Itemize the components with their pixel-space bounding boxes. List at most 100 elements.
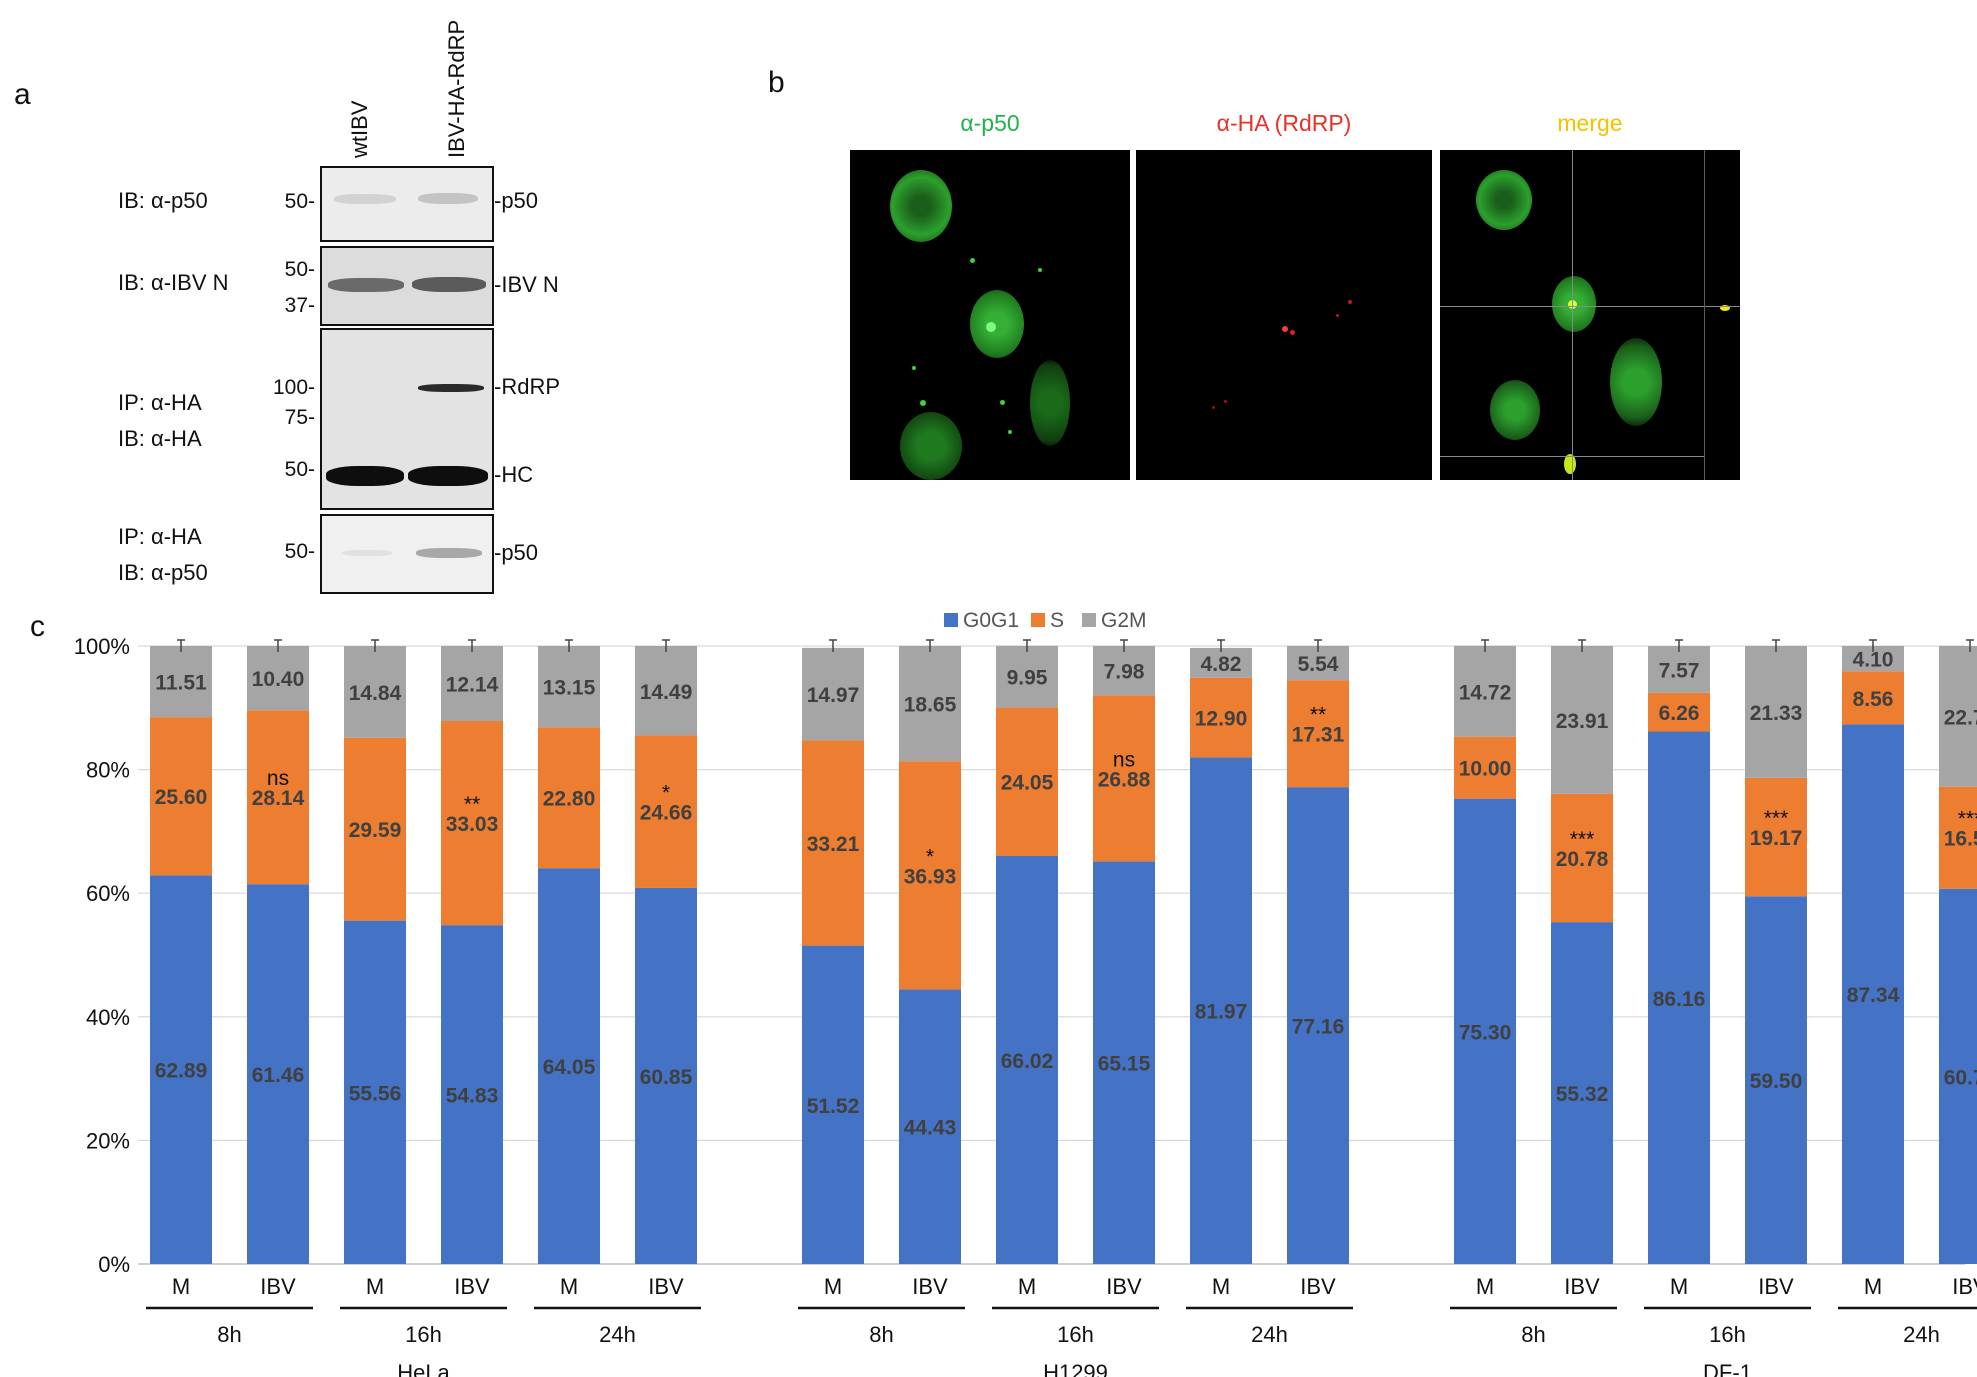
lane-label-ibv-ha-rdrp: IBV-HA-RdRP	[444, 19, 469, 158]
x-category-label: M	[824, 1274, 842, 1299]
bar-segment-g0g1	[1939, 888, 1977, 1264]
bar-segment-s	[1190, 677, 1252, 758]
bar-segment-s	[247, 710, 309, 885]
bar-segment-s	[538, 727, 600, 869]
bar-segment-g0g1	[1745, 896, 1807, 1264]
y-tick-label: 40%	[86, 1005, 130, 1030]
band-label-p50: -p50	[494, 188, 539, 213]
data-label-g0g1: 86.16	[1653, 988, 1706, 1011]
data-label-g2m: 14.49	[640, 681, 693, 704]
bar-segment-g2m	[1454, 645, 1516, 737]
x-category-label: M	[1864, 1274, 1882, 1299]
bar-segment-g0g1	[1454, 798, 1516, 1264]
y-tick-label: 60%	[86, 881, 130, 906]
significance-marker: **	[464, 793, 480, 816]
bar-segment-g2m	[150, 646, 212, 718]
data-label-g0g1: 87.34	[1847, 984, 1900, 1007]
bar-segment-s	[1648, 692, 1710, 732]
y-tick-label: 80%	[86, 758, 130, 783]
data-label-s: 12.90	[1195, 708, 1248, 731]
mw-marker-50: 50-	[284, 258, 315, 281]
data-label-g2m: 7.57	[1659, 659, 1700, 682]
data-label-g2m: 22.77	[1944, 706, 1977, 729]
x-category-label: M	[1018, 1274, 1036, 1299]
data-label-g2m: 4.10	[1853, 649, 1894, 672]
blot-ib-p50	[320, 166, 494, 242]
data-label-g0g1: 54.83	[446, 1085, 499, 1108]
bar-segment-g2m	[1190, 647, 1252, 678]
data-label-g0g1: 59.50	[1750, 1070, 1803, 1093]
x-category-label: M	[1212, 1274, 1230, 1299]
legend-swatch-g0g1	[944, 613, 958, 627]
x-category-label: M	[366, 1274, 384, 1299]
data-label-g0g1: 60.85	[640, 1066, 693, 1089]
data-label-g0g1: 64.05	[543, 1056, 596, 1079]
lane-label-wtibv: wtIBV	[347, 100, 372, 158]
significance-marker: ***	[1570, 828, 1595, 851]
data-label-g0g1: 51.52	[807, 1095, 860, 1118]
blot-ib-ibv-n	[320, 246, 494, 326]
bar-segment-g0g1	[1093, 861, 1155, 1264]
x-category-label: IBV	[1952, 1274, 1977, 1299]
data-label-s: 33.21	[807, 833, 860, 856]
blot-label-ib-p50: IB: α-p50	[118, 560, 208, 585]
x-category-label: M	[1670, 1274, 1688, 1299]
bar-segment-g2m	[1551, 645, 1613, 794]
bar-segment-s	[1745, 777, 1807, 897]
data-label-g2m: 18.65	[904, 694, 957, 717]
bar-segment-s	[150, 717, 212, 876]
time-group-label: 8h	[1521, 1322, 1545, 1347]
legend-label-g0g1: G0G1	[963, 609, 1019, 632]
bar-segment-g2m	[538, 646, 600, 728]
blot-ip-ha-ib-ha	[320, 328, 494, 510]
mw-marker-75: 75-	[284, 406, 315, 429]
data-label-s: 19.17	[1750, 827, 1803, 850]
bar-segment-g2m	[344, 646, 406, 738]
data-label-s: 24.66	[640, 802, 693, 825]
mw-marker-50: 50-	[284, 458, 315, 481]
data-label-g0g1: 44.43	[904, 1117, 957, 1140]
blot-ip-ha-ib-p50	[320, 514, 494, 594]
data-label-g0g1: 61.46	[252, 1064, 305, 1087]
bar-segment-g0g1	[1551, 922, 1613, 1264]
significance-marker: ***	[1958, 808, 1977, 831]
bar-segment-s	[996, 707, 1058, 856]
bar-segment-g2m	[1745, 646, 1807, 778]
bar-segment-g2m	[996, 645, 1058, 708]
data-label-g0g1: 55.56	[349, 1082, 402, 1105]
cell-line-label: DF-1	[1703, 1360, 1752, 1377]
legend-swatch-s	[1031, 613, 1045, 627]
bar-segment-g0g1	[344, 920, 406, 1264]
blot-label-ib-ibv-n: IB: α-IBV N	[118, 270, 229, 295]
data-label-s: 25.60	[155, 786, 208, 809]
data-label-g2m: 13.15	[543, 677, 596, 700]
data-label-g2m: 12.14	[446, 674, 499, 697]
time-group-label: 24h	[1903, 1322, 1940, 1347]
data-label-g0g1: 62.89	[155, 1060, 208, 1083]
time-group-label: 16h	[1057, 1322, 1094, 1347]
data-label-g2m: 4.82	[1201, 653, 1242, 676]
x-category-label: M	[560, 1274, 578, 1299]
data-label-g0g1: 81.97	[1195, 1001, 1248, 1024]
legend-swatch-g2m	[1082, 613, 1096, 627]
bar-segment-s	[899, 761, 961, 990]
time-group-label: 24h	[1251, 1322, 1288, 1347]
significance-marker: **	[1310, 704, 1326, 727]
data-label-g2m: 14.84	[349, 682, 402, 705]
bar-segment-g0g1	[635, 887, 697, 1264]
band-label-hc: -HC	[494, 462, 534, 487]
data-label-g0g1: 66.02	[1001, 1050, 1054, 1073]
bar-segment-g0g1	[899, 989, 961, 1264]
significance-marker: ns	[1113, 748, 1135, 771]
x-category-label: IBV	[1758, 1274, 1794, 1299]
bar-segment-g2m	[247, 646, 309, 711]
bar-segment-g0g1	[1287, 787, 1349, 1264]
blot-label-ip-ha: IP: α-HA	[118, 390, 202, 415]
data-label-s: 8.56	[1853, 688, 1894, 711]
x-category-label: M	[1476, 1274, 1494, 1299]
data-label-g0g1: 65.15	[1098, 1053, 1151, 1076]
blot-label-ip-ha: IP: α-HA	[118, 524, 202, 549]
cell-cycle-stacked-bar-chart: 0% 20% 40% 60% 80% 100% 62.89 25.60 11.51 M 61.46 2…	[74, 609, 1977, 1377]
micrograph-merge	[1440, 150, 1740, 480]
data-label-s: 20.78	[1556, 848, 1609, 871]
